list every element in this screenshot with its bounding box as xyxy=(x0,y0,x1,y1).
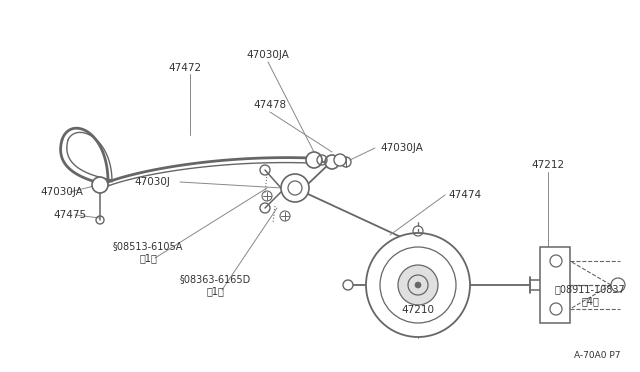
Text: 47030JA: 47030JA xyxy=(40,187,83,197)
Circle shape xyxy=(306,152,322,168)
Circle shape xyxy=(611,278,625,292)
Circle shape xyxy=(415,282,421,288)
Text: 47210: 47210 xyxy=(401,305,435,315)
Circle shape xyxy=(366,233,470,337)
Circle shape xyxy=(334,154,346,166)
Text: 47212: 47212 xyxy=(531,160,564,170)
Circle shape xyxy=(92,177,108,193)
Text: §08513-6105A
（1）: §08513-6105A （1） xyxy=(113,241,183,263)
Text: A-70A0 P7: A-70A0 P7 xyxy=(573,350,620,359)
Text: 47472: 47472 xyxy=(168,63,202,73)
Circle shape xyxy=(281,174,309,202)
Text: 47475: 47475 xyxy=(53,210,86,220)
Text: 47478: 47478 xyxy=(253,100,287,110)
Circle shape xyxy=(343,280,353,290)
Circle shape xyxy=(288,181,302,195)
Circle shape xyxy=(398,265,438,305)
Circle shape xyxy=(325,155,339,169)
Bar xyxy=(540,247,570,323)
Text: 47030JA: 47030JA xyxy=(380,143,423,153)
Text: Ⓝ08911-10837
（4）: Ⓝ08911-10837 （4） xyxy=(555,284,625,306)
Circle shape xyxy=(380,247,456,323)
Text: §08363-6165D
（1）: §08363-6165D （1） xyxy=(179,274,251,296)
Text: 47030J: 47030J xyxy=(134,177,170,187)
Text: 47030JA: 47030JA xyxy=(246,50,289,60)
Text: 47474: 47474 xyxy=(448,190,481,200)
